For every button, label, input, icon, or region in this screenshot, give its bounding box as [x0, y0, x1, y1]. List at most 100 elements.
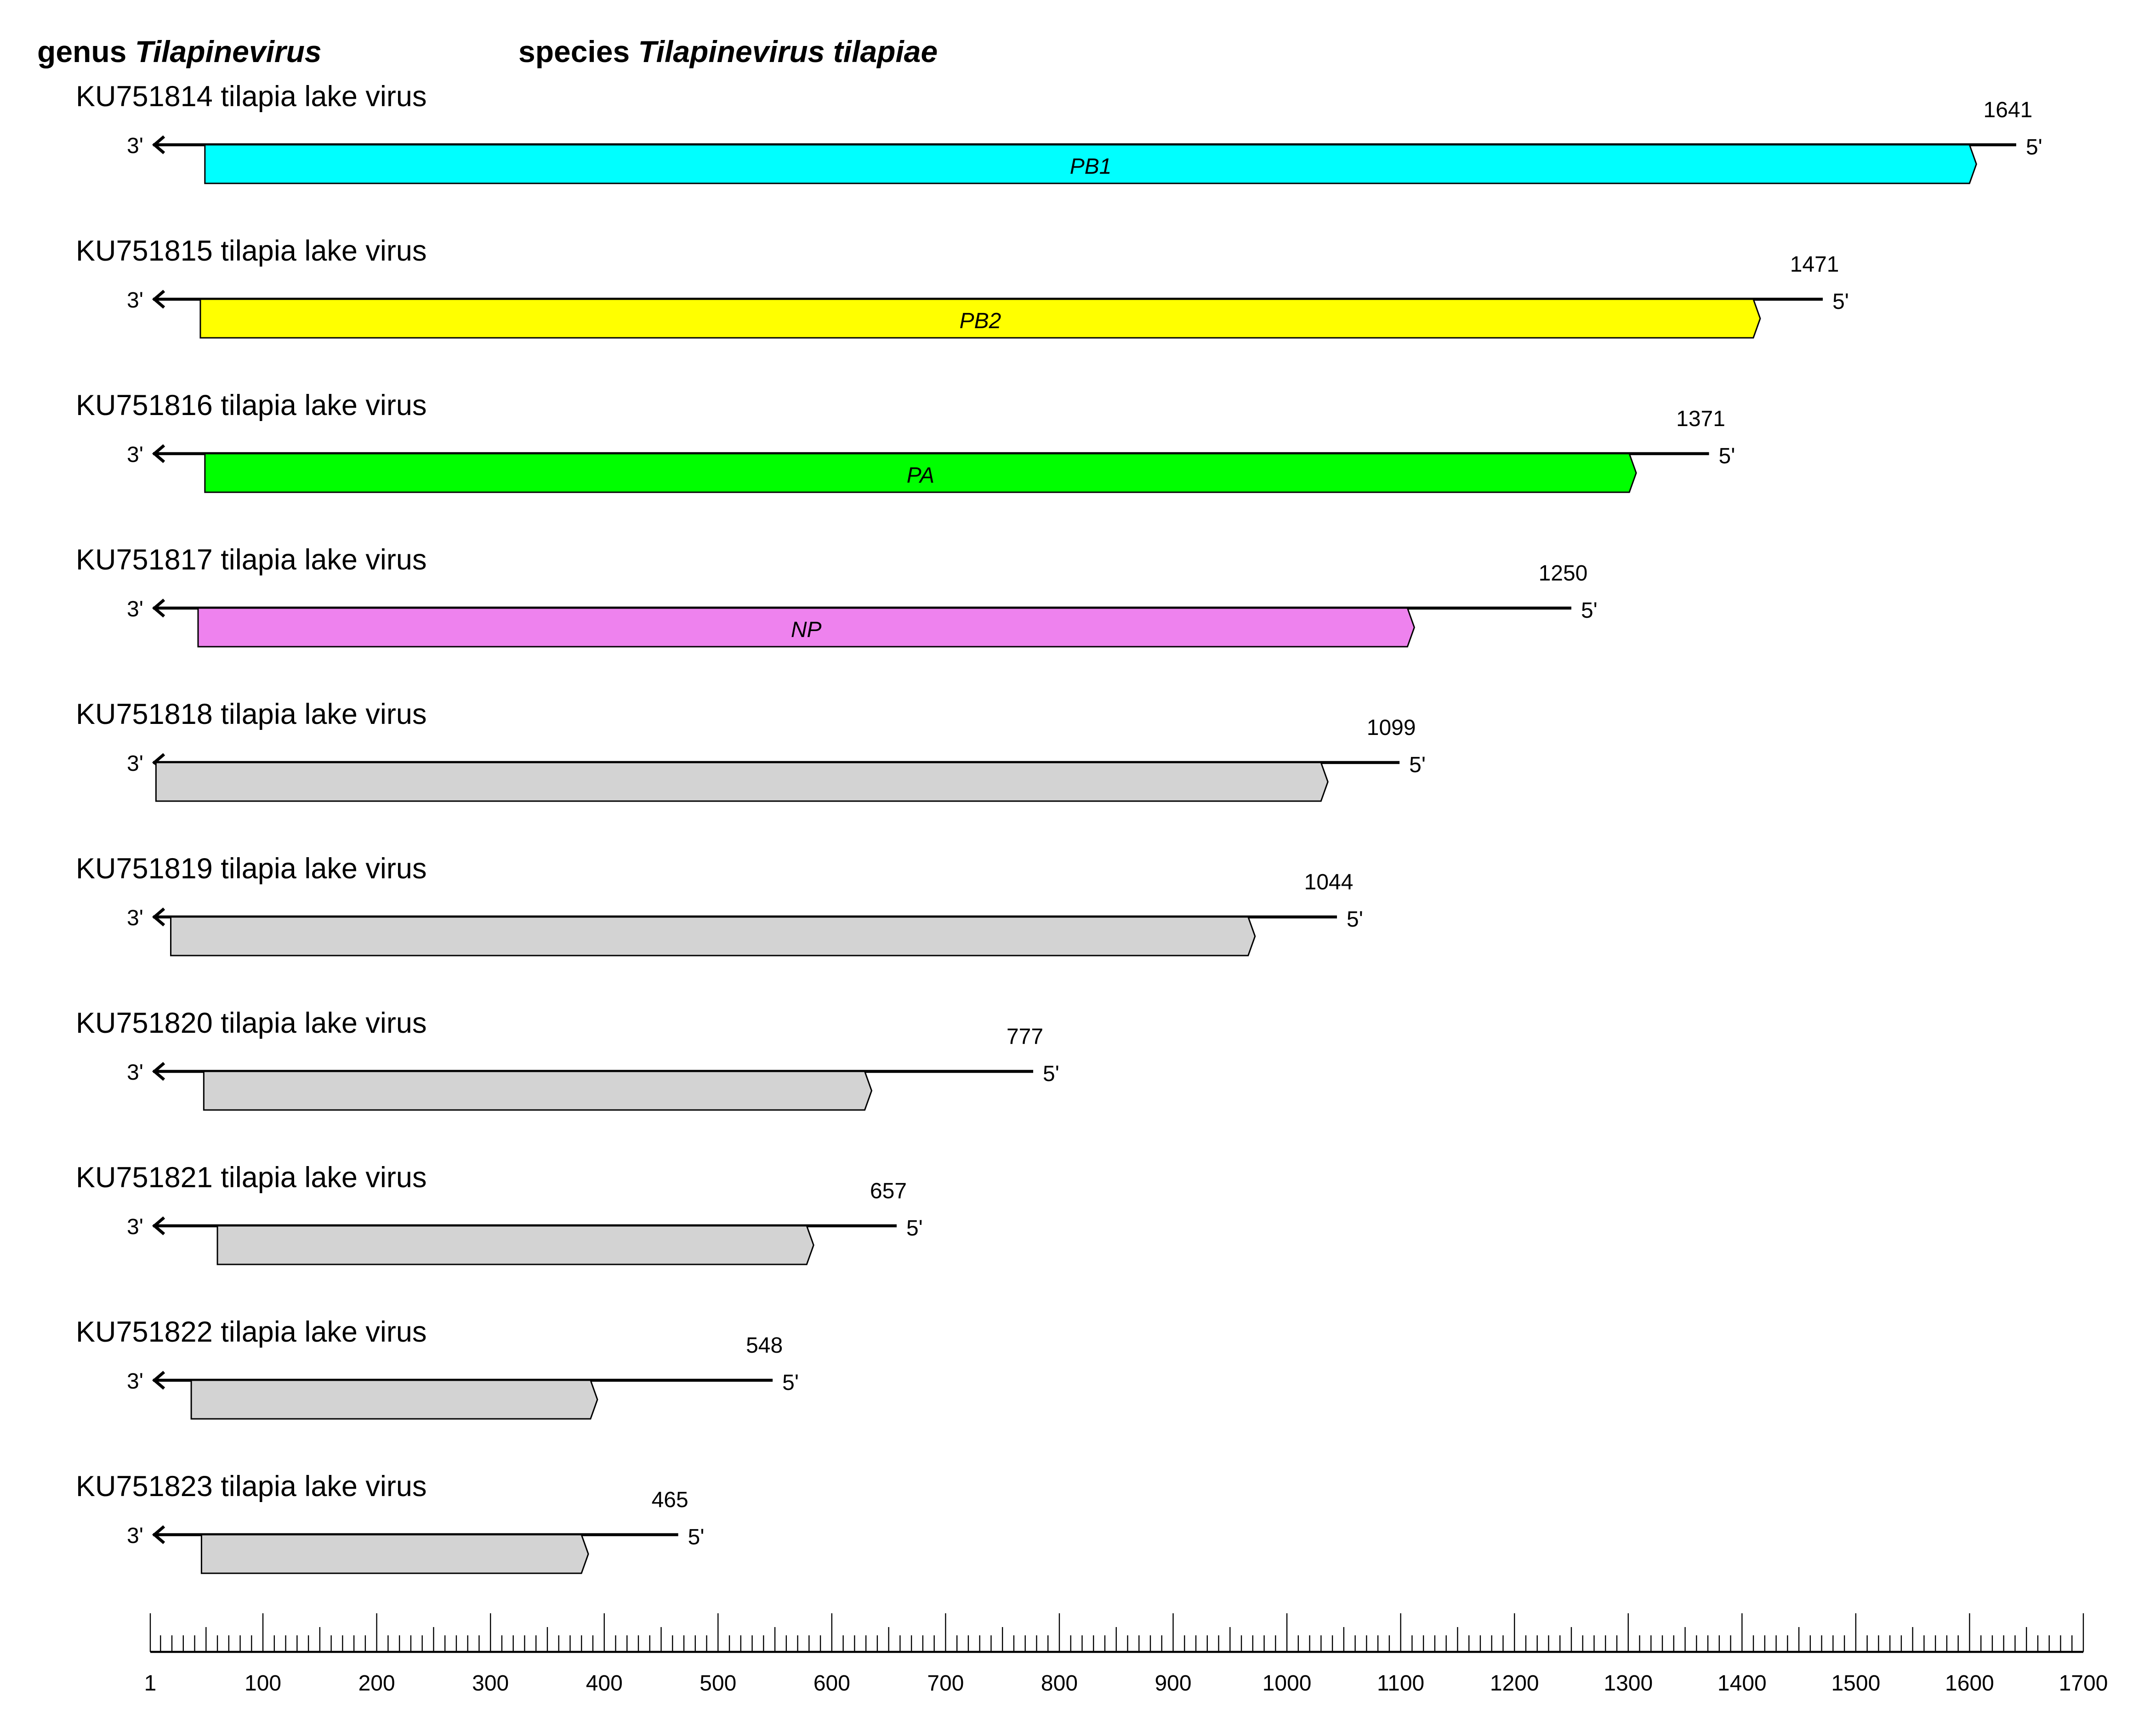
orf-box: [200, 1534, 589, 1574]
arrow-left-icon: [152, 444, 165, 463]
segment-length: 1044: [1304, 870, 1354, 894]
five-prime-label: 5': [1832, 290, 1849, 314]
orf-label: PA: [907, 463, 934, 488]
five-prime-label: 5': [2026, 135, 2042, 159]
three-prime-label: 3': [127, 906, 143, 930]
three-prime-label: 3': [127, 1060, 143, 1085]
five-prime-label: 5': [906, 1216, 923, 1241]
five-prime-label: 5': [1043, 1062, 1059, 1086]
scale-tick-label: 1400: [1717, 1671, 1767, 1696]
scale-bar: 1 100 200 300 400 500 600 700 800 900 1000 1100 1200…: [144, 1613, 2108, 1696]
scale-tick-label: 500: [700, 1671, 736, 1696]
segment-title: KU751819 tilapia lake virus: [76, 853, 427, 885]
scale-tick-label: 1300: [1604, 1671, 1653, 1696]
three-prime-label: 3': [127, 288, 143, 313]
segment-title: KU751815 tilapia lake virus: [76, 235, 427, 267]
five-prime-label: 5': [1347, 907, 1363, 932]
segment: KU751823 tilapia lake virus 3' 5'465: [76, 1470, 705, 1574]
three-prime-label: 3': [127, 597, 143, 621]
five-prime-label: 5': [1719, 444, 1735, 468]
segment: KU751819 tilapia lake virus 3' 5' 1044: [76, 853, 1363, 956]
orf-label: PB2: [960, 309, 1001, 333]
orf-label: PB1: [1070, 154, 1112, 179]
orf-box: [197, 607, 1415, 648]
arrow-left-icon: [152, 1525, 165, 1544]
three-prime-label: 3': [127, 134, 143, 158]
three-prime-label: 3': [127, 443, 143, 467]
scale-tick-label: 300: [472, 1671, 509, 1696]
scale-tick-label: 800: [1041, 1671, 1078, 1696]
scale-tick-label: 600: [813, 1671, 850, 1696]
segment-length: 777: [1007, 1025, 1043, 1049]
five-prime-label: 5': [688, 1525, 705, 1549]
scale-tick-label: 100: [245, 1671, 281, 1696]
segment-title: KU751816 tilapia lake virus: [76, 389, 427, 421]
species-label: species: [518, 34, 630, 68]
segment-length: 1641: [1984, 98, 2033, 122]
arrow-left-icon: [152, 907, 165, 927]
segment: KU751814 tilapia lake virus 3' 5' 1641 PB1: [76, 80, 2042, 184]
orf-box: [204, 144, 1977, 184]
species-name: Tilapinevirus tilapiae: [638, 34, 938, 68]
arrow-left-icon: [152, 290, 165, 309]
scale-tick-label: 700: [927, 1671, 964, 1696]
orf-box: [170, 916, 1256, 956]
segment-title: KU751817 tilapia lake virus: [76, 544, 427, 576]
segment: KU751821 tilapia lake virus 3' 5' 657: [76, 1161, 923, 1265]
arrow-left-icon: [152, 135, 165, 154]
five-prime-label: 5': [782, 1371, 799, 1395]
orf-box: [204, 453, 1637, 493]
scale-tick-label: 400: [586, 1671, 623, 1696]
segment-title: KU751821 tilapia lake virus: [76, 1161, 427, 1194]
scale-tick-label: 1500: [1831, 1671, 1880, 1696]
orf-box: [203, 1070, 873, 1111]
orf-box: [199, 298, 1761, 339]
segment-title: KU751822 tilapia lake virus: [76, 1316, 427, 1348]
segment-length: 657: [870, 1179, 907, 1203]
svg-text:genus Tilapinevirus: genus Tilapinevirus: [37, 34, 322, 68]
scale-tick-label: 1100: [1377, 1671, 1424, 1696]
scale-tick-label: 1200: [1490, 1671, 1539, 1696]
segment-length: 1371: [1676, 407, 1725, 431]
segment-length: 1099: [1367, 716, 1416, 740]
arrow-left-icon: [152, 1216, 165, 1235]
segment-title: KU751820 tilapia lake virus: [76, 1007, 427, 1039]
segment: KU751816 tilapia lake virus 3' 5' 1371 PA: [76, 389, 1735, 493]
segment: KU751815 tilapia lake virus 3' 5' 1471 PB2: [76, 235, 1849, 339]
segment: KU751822 tilapia lake virus 3' 5' 548: [76, 1316, 799, 1420]
segment-length: 548: [746, 1333, 783, 1358]
scale-tick-label: 200: [358, 1671, 395, 1696]
three-prime-label: 3': [127, 751, 143, 776]
segment-title: KU751814 tilapia lake virus: [76, 80, 427, 113]
orf-box: [216, 1225, 814, 1265]
segment-title: KU751823 tilapia lake virus: [76, 1470, 427, 1503]
arrow-left-icon: [152, 598, 165, 618]
segment: KU751820 tilapia lake virus 3' 5'777: [76, 1007, 1059, 1111]
scale-tick-label: 1600: [1945, 1671, 1994, 1696]
arrow-left-icon: [152, 1062, 165, 1081]
segment-length: 1250: [1539, 561, 1588, 586]
segment: KU751818 tilapia lake virus 3' 5' 1099: [76, 698, 1426, 802]
segment-length: 1471: [1790, 252, 1839, 277]
five-prime-label: 5': [1409, 753, 1426, 777]
segment-length: 465: [652, 1488, 688, 1512]
header: genus Tilapinevirus species Tilapineviru…: [37, 34, 938, 68]
arrow-left-icon: [152, 1371, 165, 1390]
orf-box: [155, 762, 1329, 802]
three-prime-label: 3': [127, 1369, 143, 1394]
genus-label: genus: [37, 34, 126, 68]
five-prime-label: 5': [1581, 598, 1598, 623]
scale-tick-label: 1700: [2059, 1671, 2108, 1696]
orf-box: [190, 1379, 598, 1420]
svg-text:species Tilapinevirus tilapiae: species Tilapinevirus tilapiae: [518, 34, 938, 68]
scale-tick-label: 900: [1154, 1671, 1191, 1696]
genus-name: Tilapinevirus: [135, 34, 322, 68]
three-prime-label: 3': [127, 1215, 143, 1239]
scale-tick-label: 1000: [1263, 1671, 1312, 1696]
scale-tick-label: 1: [144, 1671, 157, 1696]
orf-label: NP: [791, 618, 822, 642]
segment-title: KU751818 tilapia lake virus: [76, 698, 427, 730]
three-prime-label: 3': [127, 1524, 143, 1548]
